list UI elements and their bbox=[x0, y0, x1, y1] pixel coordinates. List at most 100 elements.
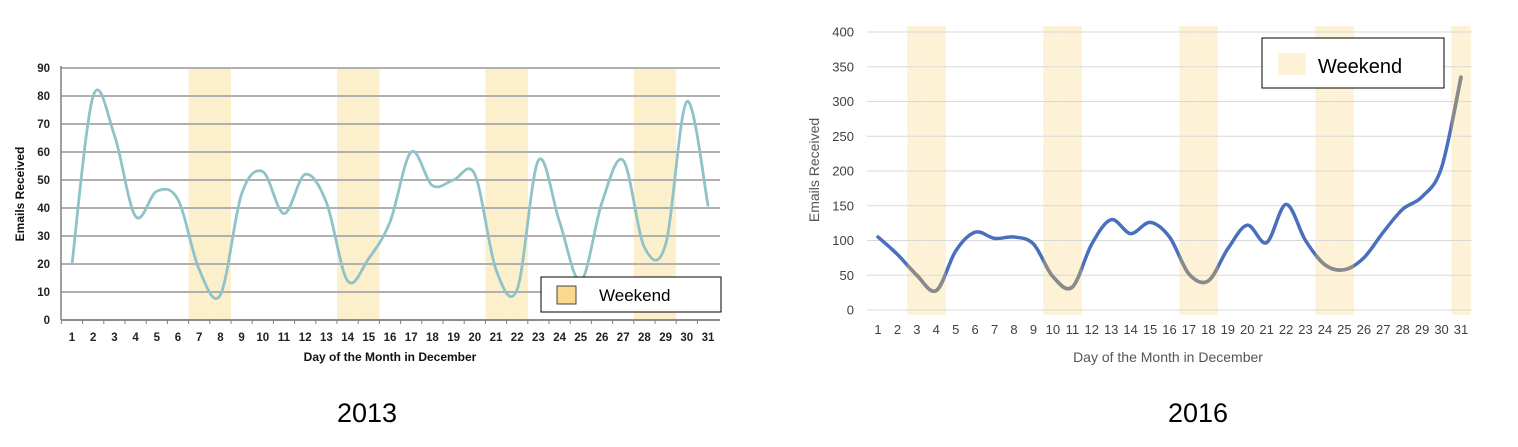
y-tick-label: 350 bbox=[832, 59, 854, 74]
y-tick-label: 90 bbox=[37, 63, 50, 75]
x-tick-label: 20 bbox=[1240, 322, 1254, 337]
series-line bbox=[70, 88, 710, 300]
x-tick-label: 27 bbox=[1376, 322, 1390, 337]
y-tick-label: 0 bbox=[44, 315, 50, 327]
x-tick-label: 13 bbox=[1104, 322, 1118, 337]
x-tick-label: 9 bbox=[1030, 322, 1037, 337]
x-tick-label: 23 bbox=[1298, 322, 1312, 337]
x-tick-label: 27 bbox=[617, 332, 630, 344]
x-tick-label: 28 bbox=[1395, 322, 1409, 337]
x-tick-label: 7 bbox=[991, 322, 998, 337]
y-tick-label: 50 bbox=[840, 268, 854, 283]
y-axis-title: Emails Received bbox=[806, 118, 822, 222]
y-tick-label: 40 bbox=[37, 203, 50, 215]
x-tick-label: 25 bbox=[574, 332, 587, 344]
y-tick-label: 80 bbox=[37, 91, 50, 103]
weekend-band-10 bbox=[1043, 26, 1063, 315]
x-tick-label: 30 bbox=[680, 332, 693, 344]
y-tick-label: 50 bbox=[37, 175, 50, 187]
weekend-band-14 bbox=[337, 68, 359, 320]
x-tick-label: 2 bbox=[90, 332, 96, 344]
x-tick-label: 28 bbox=[638, 332, 651, 344]
caption-2013: 2013 bbox=[336, 398, 398, 428]
x-tick-label: 13 bbox=[320, 332, 333, 344]
x-tick-label: 15 bbox=[1143, 322, 1157, 337]
x-tick-label: 5 bbox=[952, 322, 959, 337]
x-tick-label: 10 bbox=[1046, 322, 1060, 337]
x-axis-title: Day of the Month in December bbox=[304, 350, 477, 364]
x-tick-label: 29 bbox=[659, 332, 672, 344]
weekend-band-22 bbox=[506, 68, 528, 320]
series-line-weekend bbox=[907, 75, 1463, 293]
x-tick-label: 11 bbox=[278, 332, 291, 344]
x-tick-label: 26 bbox=[1357, 322, 1371, 337]
x-tick-label: 17 bbox=[405, 332, 418, 344]
y-tick-label: 70 bbox=[37, 119, 50, 131]
x-tick-label: 14 bbox=[341, 332, 354, 344]
x-tick-label: 16 bbox=[384, 332, 397, 344]
y-tick-label: 100 bbox=[832, 233, 854, 248]
weekend-band-21 bbox=[485, 68, 507, 320]
legend-swatch bbox=[1278, 53, 1306, 75]
x-tick-label: 17 bbox=[1182, 322, 1196, 337]
series-line bbox=[876, 75, 1463, 293]
x-tick-label: 8 bbox=[1010, 322, 1017, 337]
legend-label: Weekend bbox=[599, 286, 671, 305]
x-tick-label: 5 bbox=[154, 332, 161, 344]
x-tick-label: 4 bbox=[933, 322, 940, 337]
x-tick-label: 2 bbox=[894, 322, 901, 337]
x-tick-label: 21 bbox=[490, 332, 503, 344]
y-tick-label: 200 bbox=[832, 164, 854, 179]
legend-swatch bbox=[556, 285, 577, 305]
legend-box bbox=[1261, 37, 1445, 89]
y-tick-label: 300 bbox=[832, 94, 854, 109]
weekend-band-4 bbox=[926, 26, 947, 315]
x-tick-label: 18 bbox=[1201, 322, 1215, 337]
y-tick-label: 20 bbox=[37, 259, 50, 271]
x-tick-label: 16 bbox=[1162, 322, 1176, 337]
x-tick-label: 6 bbox=[972, 322, 979, 337]
x-tick-label: 12 bbox=[299, 332, 312, 344]
weekend-band-24 bbox=[1315, 26, 1335, 315]
x-axis-title: Day of the Month in December bbox=[1073, 349, 1263, 365]
x-tick-label: 15 bbox=[362, 332, 375, 344]
x-tick-label: 31 bbox=[1454, 322, 1468, 337]
x-tick-label: 24 bbox=[553, 332, 566, 344]
x-tick-label: 18 bbox=[426, 332, 439, 344]
x-tick-label: 3 bbox=[913, 322, 920, 337]
x-tick-label: 1 bbox=[69, 332, 76, 344]
x-tick-label: 8 bbox=[217, 332, 224, 344]
weekend-band-18 bbox=[1198, 26, 1219, 315]
x-tick-label: 26 bbox=[596, 332, 609, 344]
x-tick-label: 23 bbox=[532, 332, 545, 344]
x-tick-label: 22 bbox=[511, 332, 524, 344]
x-tick-label: 20 bbox=[468, 332, 481, 344]
weekend-band-31 bbox=[1451, 26, 1471, 315]
x-tick-label: 21 bbox=[1259, 322, 1273, 337]
x-tick-label: 29 bbox=[1415, 322, 1429, 337]
x-tick-label: 14 bbox=[1123, 322, 1137, 337]
x-tick-label: 10 bbox=[256, 332, 269, 344]
legend-label: Weekend bbox=[1318, 56, 1402, 78]
x-tick-label: 1 bbox=[874, 322, 881, 337]
weekend-band-7 bbox=[188, 68, 210, 320]
x-tick-label: 19 bbox=[447, 332, 460, 344]
y-tick-label: 10 bbox=[37, 287, 50, 299]
x-tick-label: 3 bbox=[111, 332, 117, 344]
y-axis-title: Emails Received bbox=[13, 147, 27, 242]
y-tick-label: 60 bbox=[37, 147, 50, 159]
weekend-band-25 bbox=[1334, 26, 1355, 315]
weekend-band-8 bbox=[209, 68, 231, 320]
x-tick-label: 12 bbox=[1085, 322, 1099, 337]
weekend-band-11 bbox=[1062, 26, 1083, 315]
x-tick-label: 19 bbox=[1221, 322, 1235, 337]
x-tick-label: 30 bbox=[1434, 322, 1448, 337]
weekend-band-15 bbox=[358, 68, 380, 320]
x-tick-label: 4 bbox=[132, 332, 139, 344]
y-tick-label: 150 bbox=[832, 198, 854, 213]
weekend-band-3 bbox=[907, 26, 927, 315]
y-tick-label: 0 bbox=[847, 303, 854, 318]
y-tick-label: 250 bbox=[832, 129, 854, 144]
x-tick-label: 7 bbox=[196, 332, 202, 344]
